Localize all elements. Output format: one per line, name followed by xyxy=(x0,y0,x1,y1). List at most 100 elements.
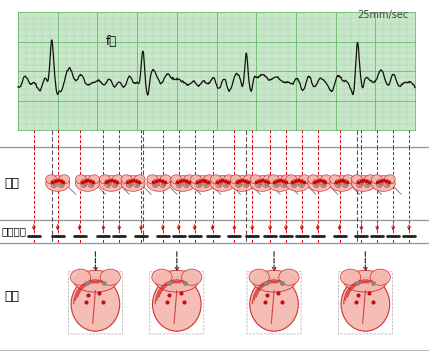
Ellipse shape xyxy=(121,175,132,184)
Ellipse shape xyxy=(100,269,121,285)
Text: f波: f波 xyxy=(106,35,116,48)
Ellipse shape xyxy=(384,175,395,184)
Ellipse shape xyxy=(244,175,254,184)
Ellipse shape xyxy=(230,176,254,191)
Ellipse shape xyxy=(365,175,375,184)
Ellipse shape xyxy=(298,179,305,188)
Ellipse shape xyxy=(152,277,201,331)
Ellipse shape xyxy=(376,179,383,188)
Ellipse shape xyxy=(152,179,159,188)
Ellipse shape xyxy=(335,179,341,188)
Ellipse shape xyxy=(76,176,100,191)
Ellipse shape xyxy=(171,175,181,184)
Ellipse shape xyxy=(183,179,190,188)
Ellipse shape xyxy=(320,179,326,188)
Ellipse shape xyxy=(223,179,230,188)
Ellipse shape xyxy=(230,175,241,184)
Ellipse shape xyxy=(46,176,69,191)
Ellipse shape xyxy=(190,175,201,184)
Ellipse shape xyxy=(268,175,279,184)
Ellipse shape xyxy=(160,175,171,184)
Ellipse shape xyxy=(371,175,382,184)
Ellipse shape xyxy=(211,175,221,184)
Ellipse shape xyxy=(273,179,280,188)
Ellipse shape xyxy=(171,176,195,191)
Ellipse shape xyxy=(147,176,171,191)
Ellipse shape xyxy=(255,179,262,188)
Ellipse shape xyxy=(51,179,57,188)
Ellipse shape xyxy=(76,175,86,184)
Ellipse shape xyxy=(286,176,310,191)
Ellipse shape xyxy=(371,176,395,191)
Ellipse shape xyxy=(184,175,195,184)
Ellipse shape xyxy=(224,175,235,184)
Ellipse shape xyxy=(286,175,297,184)
Ellipse shape xyxy=(268,176,292,191)
Ellipse shape xyxy=(181,269,202,285)
Ellipse shape xyxy=(196,179,202,188)
Ellipse shape xyxy=(99,176,123,191)
Ellipse shape xyxy=(329,176,353,191)
Ellipse shape xyxy=(343,175,353,184)
Ellipse shape xyxy=(99,175,110,184)
Ellipse shape xyxy=(215,179,222,188)
Ellipse shape xyxy=(176,179,182,188)
Ellipse shape xyxy=(351,176,375,191)
Ellipse shape xyxy=(70,269,91,285)
Ellipse shape xyxy=(134,175,145,184)
Ellipse shape xyxy=(263,175,274,184)
Ellipse shape xyxy=(250,277,298,331)
Ellipse shape xyxy=(203,179,209,188)
Ellipse shape xyxy=(249,269,269,285)
Ellipse shape xyxy=(159,179,166,188)
Ellipse shape xyxy=(364,179,370,188)
Ellipse shape xyxy=(384,179,390,188)
Ellipse shape xyxy=(59,175,69,184)
Ellipse shape xyxy=(344,271,387,292)
Ellipse shape xyxy=(152,269,172,285)
Ellipse shape xyxy=(204,175,214,184)
Ellipse shape xyxy=(112,179,118,188)
Ellipse shape xyxy=(236,179,242,188)
Ellipse shape xyxy=(121,176,145,191)
Ellipse shape xyxy=(291,179,298,188)
Ellipse shape xyxy=(147,175,158,184)
Ellipse shape xyxy=(329,175,340,184)
Ellipse shape xyxy=(308,175,318,184)
Ellipse shape xyxy=(155,271,198,292)
Ellipse shape xyxy=(71,277,120,331)
Ellipse shape xyxy=(112,175,123,184)
Ellipse shape xyxy=(211,176,235,191)
Ellipse shape xyxy=(351,175,362,184)
Ellipse shape xyxy=(340,269,361,285)
Ellipse shape xyxy=(308,176,332,191)
Text: 25mm/sec: 25mm/sec xyxy=(357,10,408,20)
Ellipse shape xyxy=(81,179,87,188)
Ellipse shape xyxy=(370,269,390,285)
Ellipse shape xyxy=(88,179,94,188)
Ellipse shape xyxy=(74,271,117,292)
Ellipse shape xyxy=(243,179,249,188)
Ellipse shape xyxy=(341,277,390,331)
Ellipse shape xyxy=(190,176,214,191)
Ellipse shape xyxy=(252,271,296,292)
Text: 心房: 心房 xyxy=(4,177,19,190)
Ellipse shape xyxy=(342,179,348,188)
Text: 房室結節: 房室結節 xyxy=(2,226,27,236)
Bar xyxy=(18,12,415,130)
Ellipse shape xyxy=(46,175,57,184)
Ellipse shape xyxy=(321,175,332,184)
Ellipse shape xyxy=(250,175,261,184)
Ellipse shape xyxy=(126,179,133,188)
Ellipse shape xyxy=(263,179,269,188)
Text: 心室: 心室 xyxy=(4,290,19,303)
Ellipse shape xyxy=(280,179,287,188)
Ellipse shape xyxy=(281,175,292,184)
Ellipse shape xyxy=(250,176,274,191)
Ellipse shape xyxy=(89,175,100,184)
Ellipse shape xyxy=(104,179,111,188)
Ellipse shape xyxy=(133,179,140,188)
Ellipse shape xyxy=(356,179,363,188)
Ellipse shape xyxy=(313,179,320,188)
Ellipse shape xyxy=(299,175,310,184)
